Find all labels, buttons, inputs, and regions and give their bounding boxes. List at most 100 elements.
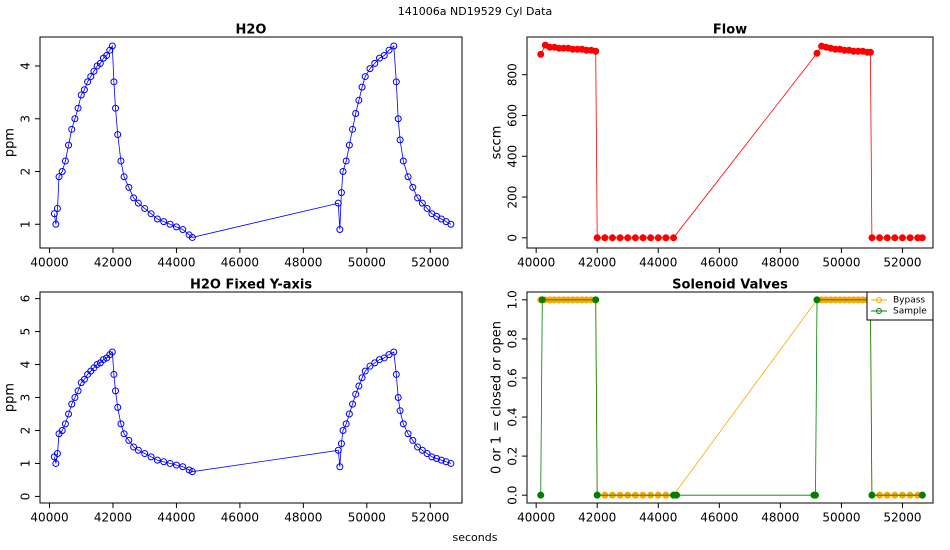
point — [53, 450, 61, 458]
chart-title: Flow — [713, 23, 747, 38]
point — [428, 453, 436, 461]
point — [662, 234, 670, 242]
x-tick-label: 50000 — [348, 256, 386, 270]
point — [166, 459, 174, 467]
point — [117, 157, 125, 165]
point — [114, 403, 122, 411]
point — [61, 420, 69, 428]
y-tick-label: 0.6 — [506, 368, 520, 387]
point — [112, 387, 120, 395]
figure-title: 141006a ND19529 Cyl Data — [398, 5, 552, 18]
point — [87, 73, 95, 81]
y-tick-label: 3 — [19, 394, 33, 402]
point — [358, 374, 366, 382]
point — [447, 459, 455, 467]
point — [53, 204, 61, 212]
point — [188, 233, 196, 241]
point — [906, 234, 914, 242]
point — [866, 48, 874, 56]
y-tick-label: 4 — [19, 361, 33, 369]
y-tick-label: 0 — [19, 493, 33, 501]
y-tick-label: 4 — [19, 62, 33, 70]
x-tick-label: 46000 — [700, 511, 738, 525]
series-line — [53, 351, 452, 473]
point — [342, 420, 350, 428]
point — [392, 370, 400, 378]
point — [404, 173, 412, 181]
point — [414, 194, 422, 202]
point — [74, 104, 82, 112]
y-tick-label: 0.4 — [506, 407, 520, 426]
point — [160, 218, 168, 226]
point — [160, 458, 168, 466]
point — [396, 407, 404, 415]
legend-marker — [876, 297, 882, 303]
y-tick-label: 0.2 — [506, 447, 520, 466]
point — [868, 491, 876, 499]
point — [601, 234, 609, 242]
point — [358, 83, 366, 91]
y-axis-label: ppm — [3, 383, 18, 412]
point — [349, 400, 357, 408]
point — [61, 157, 69, 165]
point — [147, 453, 155, 461]
legend-marker — [876, 308, 882, 314]
point — [918, 234, 926, 242]
point — [334, 446, 342, 454]
legend-label: Bypass — [893, 296, 925, 306]
point — [342, 157, 350, 165]
plot-frame — [526, 291, 934, 504]
x-tick-label: 40000 — [30, 511, 68, 525]
point — [898, 234, 906, 242]
y-tick-label: 800 — [506, 63, 520, 86]
point — [336, 226, 344, 234]
point — [172, 223, 180, 231]
point — [52, 220, 60, 228]
x-tick-label: 52000 — [411, 256, 449, 270]
x-tick-label: 50000 — [822, 256, 860, 270]
point — [376, 356, 384, 364]
point — [433, 454, 441, 462]
point — [141, 450, 149, 458]
point — [188, 468, 196, 476]
point — [352, 109, 360, 117]
point — [876, 234, 884, 242]
chart-title: H2O Fixed Y-axis — [190, 278, 312, 293]
point — [396, 136, 404, 144]
point — [813, 296, 821, 304]
x-tick-label: 50000 — [348, 511, 386, 525]
y-axis-label: 0 or 1 = closed or open — [490, 321, 505, 474]
point — [65, 141, 73, 149]
point — [639, 234, 647, 242]
point — [108, 348, 116, 356]
point — [366, 362, 374, 370]
point — [592, 296, 600, 304]
y-tick-label: 6 — [19, 295, 33, 303]
x-tick-label: 52000 — [883, 256, 921, 270]
x-tick-label: 44000 — [157, 256, 195, 270]
point — [120, 173, 128, 181]
point — [110, 370, 118, 378]
point — [918, 491, 926, 499]
point — [179, 463, 187, 471]
y-tick-label: 3 — [19, 115, 33, 123]
point — [654, 234, 662, 242]
plot-frame — [39, 291, 463, 504]
y-tick-label: 600 — [506, 104, 520, 127]
point — [442, 458, 450, 466]
y-tick-label: 1.0 — [506, 290, 520, 309]
point — [355, 382, 363, 390]
x-tick-label: 42000 — [578, 511, 616, 525]
x-tick-label: 46000 — [221, 511, 259, 525]
point — [65, 410, 73, 418]
y-axis-label: ppm — [3, 128, 18, 157]
point — [179, 226, 187, 234]
point — [447, 220, 455, 228]
y-tick-label: 400 — [506, 145, 520, 168]
point — [538, 296, 546, 304]
point — [345, 410, 353, 418]
series-line — [540, 44, 923, 239]
point — [153, 456, 161, 464]
point — [616, 234, 624, 242]
point — [125, 436, 133, 444]
